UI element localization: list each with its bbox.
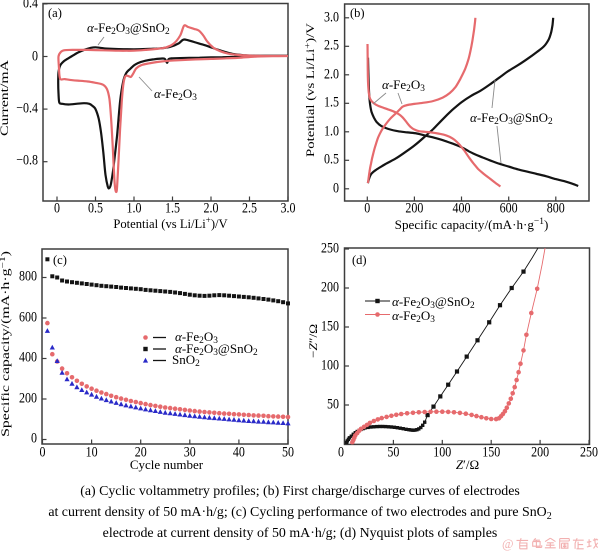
svg-text:@: @: [502, 537, 514, 551]
